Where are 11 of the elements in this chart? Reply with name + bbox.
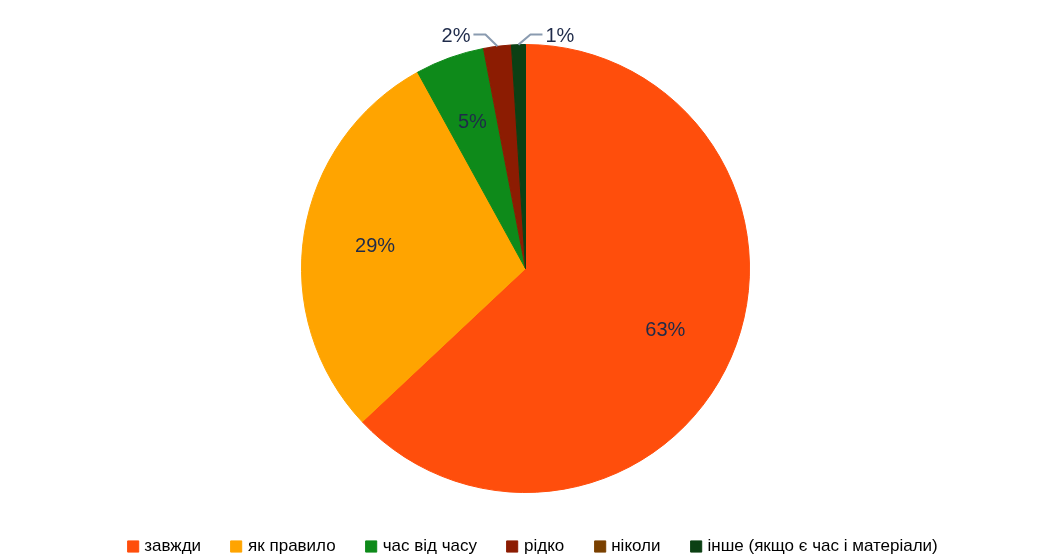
legend-label: ніколи: [611, 536, 661, 556]
data-label: 1%: [545, 23, 575, 46]
legend-label: завжди: [144, 536, 202, 556]
legend-label: як правило: [248, 536, 336, 556]
legend-label: час від часу: [382, 536, 477, 556]
data-label: 2%: [441, 23, 471, 46]
legend-label: рідко: [523, 536, 565, 556]
legend-label: інше (якщо є час і матеріали): [707, 536, 938, 556]
data-label: 29%: [355, 233, 396, 256]
data-label: 5%: [457, 109, 488, 132]
data-label: 63%: [645, 317, 686, 340]
